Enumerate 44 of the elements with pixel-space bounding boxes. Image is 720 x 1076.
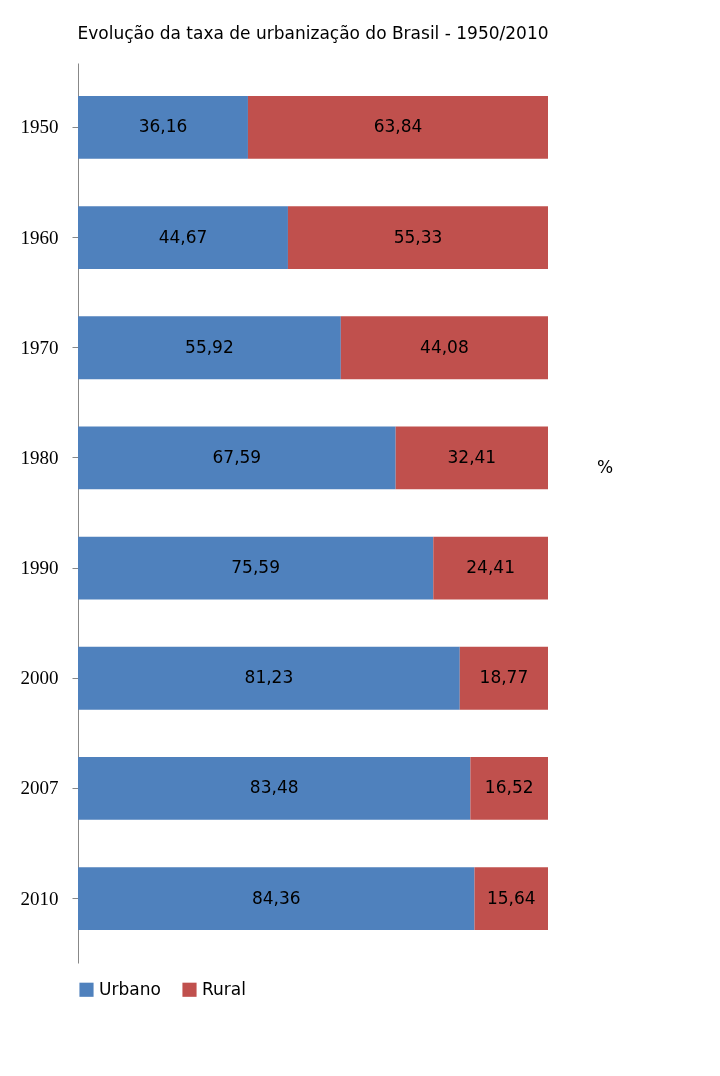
y-tick-label: 2000 <box>20 667 59 689</box>
data-label: 44,67 <box>158 226 208 247</box>
bar <box>78 536 434 600</box>
bar <box>474 867 548 930</box>
data-label: 63,84 <box>373 116 423 137</box>
data-label: 16,52 <box>484 777 534 798</box>
data-label: 55,92 <box>185 336 234 357</box>
data-label: 32,41 <box>447 446 497 467</box>
data-label: 81,23 <box>244 667 294 688</box>
bar <box>78 96 248 159</box>
legend-label: Rural <box>202 978 246 999</box>
data-label: 44,08 <box>420 336 469 357</box>
legend-label: Urbano <box>99 978 161 999</box>
data-label: 84,36 <box>251 887 301 908</box>
bar <box>78 206 288 269</box>
y-tick-label: 2010 <box>20 887 59 909</box>
data-label: 24,41 <box>466 557 515 578</box>
bar <box>78 757 471 820</box>
y-tick-label: 2007 <box>20 777 59 799</box>
bar <box>470 757 548 820</box>
bar <box>395 426 548 490</box>
bar <box>459 646 548 710</box>
y-tick-label: 1960 <box>20 226 59 248</box>
y-tick-label: 1990 <box>20 557 59 579</box>
bar <box>78 867 475 930</box>
bar <box>78 316 341 380</box>
data-label: 18,77 <box>479 667 529 688</box>
data-label: 67,59 <box>212 446 262 467</box>
bar <box>340 316 548 380</box>
text: % <box>596 457 614 477</box>
bar <box>78 646 460 710</box>
data-label: 83,48 <box>249 777 299 798</box>
data-label: 15,64 <box>486 887 536 908</box>
chart-title: Evolução da taxa de urbanização do Brasil - 1950/2010 <box>77 23 549 43</box>
y-tick-label: 1950 <box>20 116 59 138</box>
bar <box>433 536 548 600</box>
bar <box>247 96 548 159</box>
data-label: 75,59 <box>231 557 280 578</box>
y-tick-label: 1970 <box>20 336 59 358</box>
bar <box>78 426 396 490</box>
data-label: 36,16 <box>138 116 188 137</box>
data-label: 55,33 <box>393 226 443 247</box>
y-tick-label: 1980 <box>20 446 59 468</box>
bar <box>287 206 548 269</box>
